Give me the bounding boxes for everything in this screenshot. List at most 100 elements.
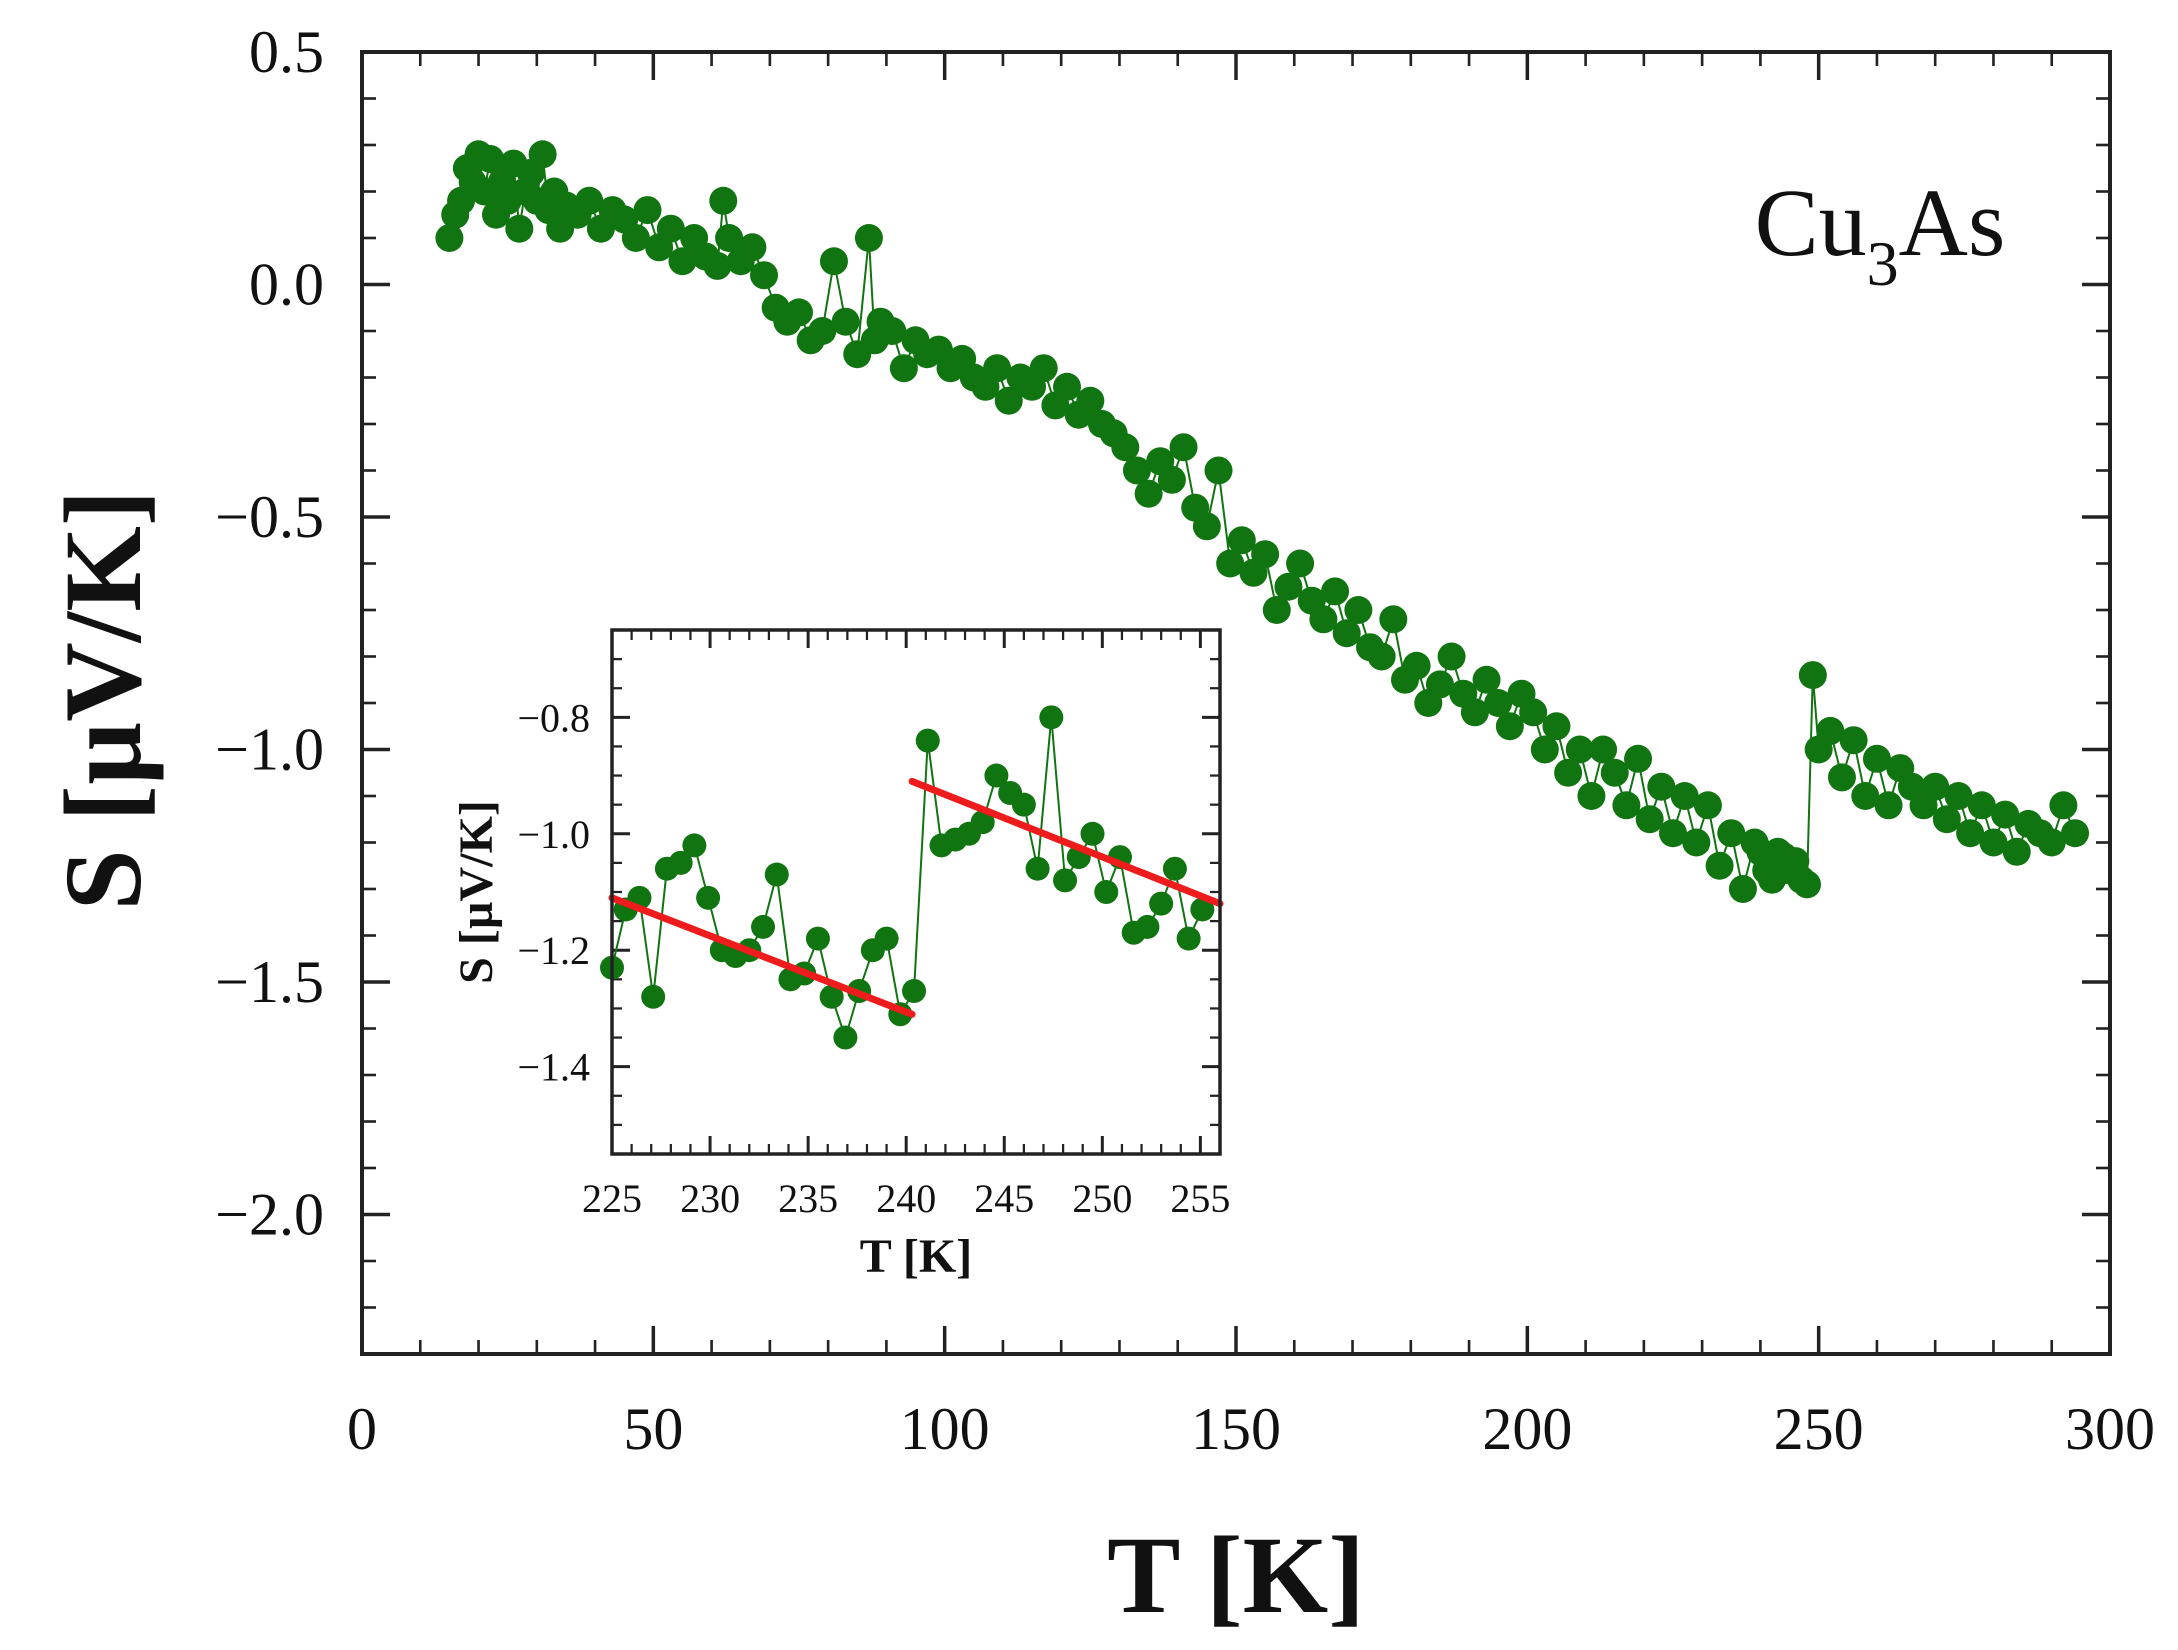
main-data-point	[889, 354, 918, 383]
main-data-point	[2061, 819, 2090, 848]
main-data-point	[1717, 819, 1746, 848]
main-data-point	[1862, 744, 1891, 773]
main-data-point	[1484, 689, 1513, 717]
main-data-point	[1425, 670, 1454, 699]
main-data-point	[1682, 828, 1711, 857]
inset-fit-1-line	[608, 894, 916, 1018]
main-data-point	[2049, 791, 2078, 820]
main-y-tick-label: −2.0	[215, 1182, 324, 1248]
main-data-point	[1932, 805, 1961, 834]
inset-y-ticks: −0.8 −1.0 −1.2 −1.4	[517, 695, 1220, 1090]
main-data-point	[1542, 712, 1571, 741]
main-data-point	[1530, 735, 1559, 764]
main-data-point	[1402, 651, 1431, 680]
inset-data-point	[1053, 868, 1078, 893]
inset-data-point	[1039, 705, 1064, 730]
main-data-point	[1956, 819, 1985, 848]
main-data-point	[528, 140, 557, 169]
main-chart: 0 50 100 150 200 250 300 0.5 0.0 −0.5 −1.0 −1.5 −2.…	[42, 19, 2155, 1636]
main-data-point	[1227, 526, 1256, 555]
inset-data-point	[641, 984, 666, 1009]
main-data-point	[715, 224, 744, 252]
inset-y-axis-title: S [µV/K]	[450, 800, 503, 984]
compound-label-subscript: 3	[1867, 228, 1899, 299]
main-data-point	[1286, 549, 1315, 578]
main-y-tick-label: 0.0	[249, 252, 324, 318]
main-data-point	[1967, 791, 1996, 820]
main-data-point	[1367, 642, 1396, 671]
main-x-tick-label: 150	[1191, 1396, 1281, 1462]
main-data-point	[621, 224, 650, 252]
main-data-point	[750, 261, 779, 290]
main-data-point	[1519, 698, 1548, 727]
inset-data-point	[1025, 856, 1050, 881]
main-data-point	[1991, 800, 2020, 829]
inset-x-tick-label: 250	[1072, 1176, 1132, 1221]
main-data-point	[1134, 479, 1163, 508]
inset-data-point	[915, 728, 940, 753]
main-data-point	[1192, 512, 1221, 541]
main-y-axis-title: S [µV/K]	[42, 490, 164, 911]
main-data-point	[1053, 372, 1082, 401]
main-data-point	[1624, 744, 1653, 773]
main-data-point	[1728, 875, 1757, 903]
inset-y-tick-label: −1.0	[517, 812, 590, 857]
main-data-point	[505, 214, 534, 243]
main-x-tick-label: 100	[900, 1396, 990, 1462]
main-data-point	[1670, 782, 1699, 810]
inset-chart: 225 230 235 240 245 250 255 −0.8 −1.0 −1.2 −1.4 T…	[450, 628, 1230, 1283]
main-data-point	[1111, 433, 1140, 462]
main-data-point	[1839, 726, 1868, 755]
main-data-point	[1169, 433, 1198, 462]
main-data-point	[668, 247, 697, 276]
main-data-point	[819, 247, 848, 276]
inset-data-point	[902, 978, 927, 1003]
main-data-point	[994, 386, 1023, 415]
main-data-point	[1437, 642, 1466, 671]
main-y-tick-label: −1.5	[215, 949, 324, 1015]
compound-label: Cu3As	[1755, 169, 2006, 299]
main-data-point	[1705, 851, 1734, 880]
inset-data-point	[696, 885, 721, 910]
main-y-tick-label: 0.5	[249, 19, 324, 85]
main-x-axis-title: T [K]	[1107, 1514, 1365, 1636]
main-data-point	[2002, 837, 2031, 866]
inset-data-point	[1149, 891, 1174, 916]
inset-data-point	[1190, 897, 1215, 922]
inset-y-tick-label: −0.8	[517, 695, 590, 740]
main-data-point	[2037, 828, 2066, 857]
main-data-point	[1216, 549, 1245, 578]
main-data-point	[738, 233, 767, 262]
inset-data-point	[764, 862, 789, 887]
inset-data-point	[682, 833, 707, 858]
main-data-point	[656, 214, 685, 243]
main-data-point	[1874, 791, 1903, 820]
inset-data-point	[833, 1025, 858, 1050]
main-data-point	[1816, 716, 1845, 745]
main-data-point	[1851, 782, 1880, 810]
inset-data-point	[1080, 821, 1105, 846]
main-series	[435, 140, 2090, 903]
inset-x-tick-label: 225	[582, 1176, 642, 1221]
main-data-point	[709, 186, 738, 215]
inset-data-point	[970, 810, 995, 835]
main-x-tick-label: 300	[2065, 1396, 2155, 1462]
inset-fit-lines	[608, 777, 1224, 1018]
main-x-tick-label: 0	[347, 1396, 377, 1462]
main-x-tick-label: 50	[623, 1396, 683, 1462]
inset-data-point	[1162, 856, 1187, 881]
inset-data-point	[1011, 792, 1036, 817]
main-data-point	[1577, 782, 1606, 810]
inset-x-tick-label: 245	[974, 1176, 1034, 1221]
compound-label-rest: As	[1899, 169, 2006, 276]
main-data-point	[575, 186, 604, 215]
main-data-point	[1472, 665, 1501, 694]
inset-x-tick-label: 240	[876, 1176, 936, 1221]
main-x-tick-label: 200	[1482, 1396, 1572, 1462]
inset-fit-2-line	[908, 777, 1224, 908]
main-data-point	[808, 317, 837, 345]
main-data-point	[1379, 605, 1408, 634]
inset-data-point	[1135, 914, 1160, 939]
main-data-point	[1979, 828, 2008, 857]
